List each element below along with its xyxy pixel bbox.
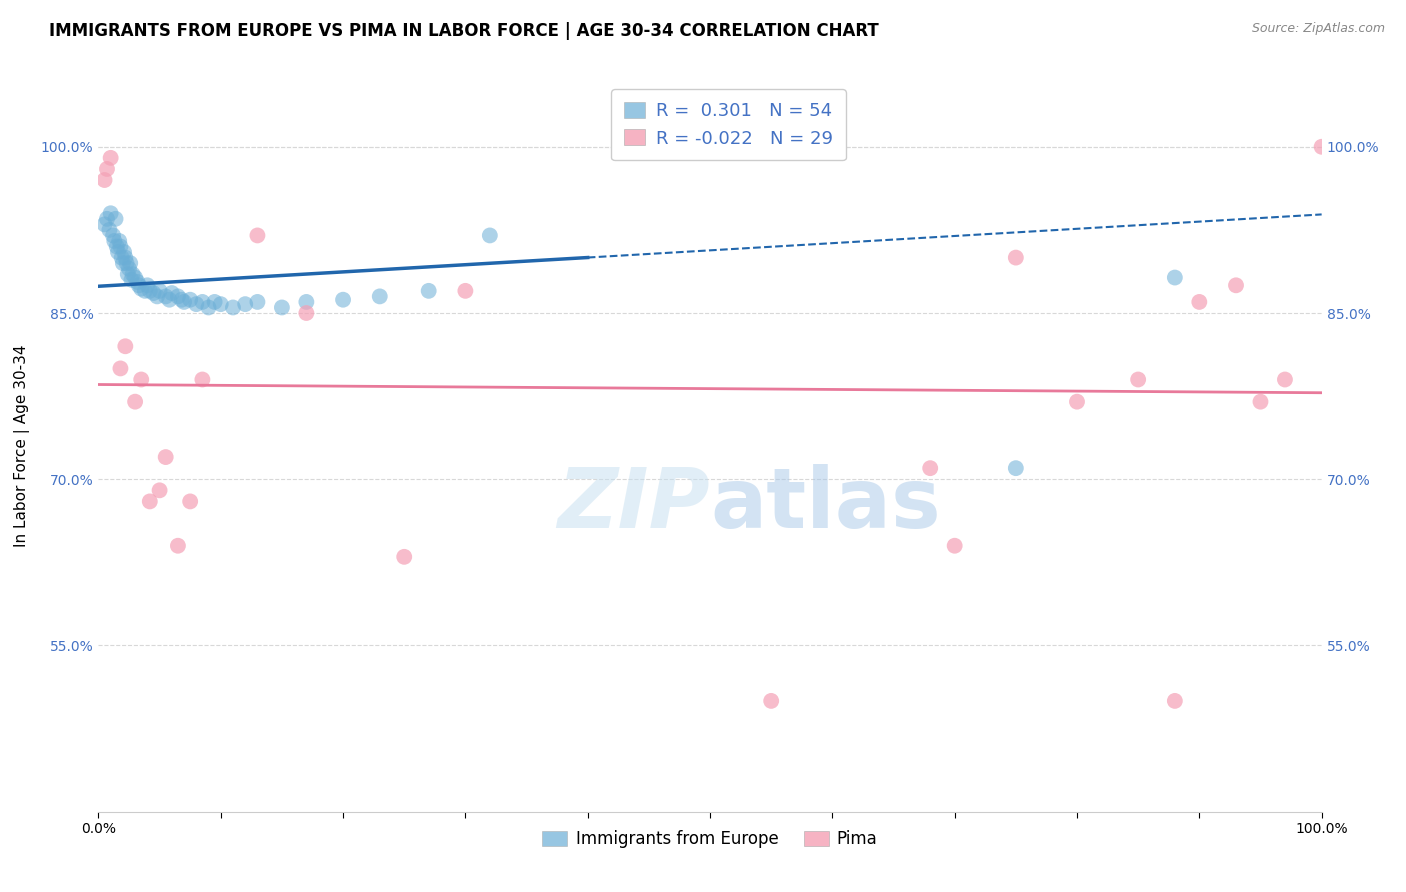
Point (246, 294, 269, 309)
Point (170, 293, 193, 307)
Point (1066, 394, 1088, 409)
Point (114, 251, 136, 265)
Point (1128, 372, 1150, 386)
Point (392, 549, 416, 564)
Legend: Immigrants from Europe, Pima: Immigrants from Europe, Pima (536, 823, 884, 855)
Point (110, 361, 132, 376)
Point (108, 234, 131, 248)
Point (124, 270, 146, 285)
Point (139, 494, 162, 508)
Point (146, 289, 169, 303)
Text: atlas: atlas (710, 464, 941, 545)
Point (191, 372, 214, 386)
Point (209, 297, 232, 311)
Point (1225, 278, 1247, 293)
Point (173, 294, 195, 309)
Point (179, 494, 201, 508)
Point (142, 286, 165, 301)
Point (191, 294, 214, 309)
Point (157, 293, 180, 307)
Point (96, 211, 118, 226)
Point (107, 245, 129, 260)
Point (454, 284, 477, 298)
Point (98, 223, 121, 237)
Point (332, 293, 354, 307)
Point (1274, 372, 1296, 386)
Point (155, 450, 177, 464)
Point (204, 294, 226, 309)
Point (920, 461, 942, 475)
Point (96, 161, 118, 176)
Point (197, 301, 219, 315)
Point (167, 289, 190, 303)
Point (111, 251, 134, 265)
Point (105, 239, 128, 253)
Point (120, 256, 142, 270)
Point (1004, 461, 1026, 475)
Point (134, 284, 156, 298)
Point (110, 239, 132, 253)
Point (93, 173, 115, 187)
Point (124, 394, 146, 409)
Point (160, 286, 183, 301)
Point (270, 301, 294, 315)
Point (1164, 270, 1187, 285)
Point (120, 273, 142, 287)
Point (761, 694, 783, 708)
Text: IMMIGRANTS FROM EUROPE VS PIMA IN LABOR FORCE | AGE 30-34 CORRELATION CHART: IMMIGRANTS FROM EUROPE VS PIMA IN LABOR … (49, 22, 879, 40)
Point (103, 234, 125, 248)
Y-axis label: In Labor Force | Age 30-34: In Labor Force | Age 30-34 (14, 344, 30, 548)
Point (121, 267, 143, 281)
Point (295, 294, 318, 309)
Point (114, 339, 136, 353)
Point (295, 306, 318, 320)
Point (118, 261, 141, 276)
Point (111, 256, 134, 270)
Point (233, 297, 256, 311)
Point (129, 372, 152, 386)
Point (136, 278, 159, 293)
Point (127, 275, 149, 289)
Point (478, 228, 501, 243)
Point (149, 284, 172, 298)
Point (155, 289, 177, 303)
Point (368, 289, 391, 303)
Point (128, 278, 150, 293)
Point (115, 256, 138, 270)
Point (1164, 694, 1187, 708)
Point (117, 267, 139, 281)
Point (139, 284, 162, 298)
Text: ZIP: ZIP (557, 464, 710, 545)
Text: Source: ZipAtlas.com: Source: ZipAtlas.com (1251, 22, 1385, 36)
Point (100, 206, 122, 220)
Point (943, 539, 966, 553)
Point (179, 293, 201, 307)
Point (112, 245, 135, 260)
Point (104, 211, 127, 226)
Point (100, 151, 122, 165)
Point (1249, 394, 1271, 409)
Point (101, 228, 124, 243)
Point (167, 539, 190, 553)
Point (129, 282, 152, 296)
Point (186, 297, 208, 311)
Point (149, 483, 172, 498)
Point (93, 218, 115, 232)
Point (418, 284, 440, 298)
Point (222, 301, 245, 315)
Point (1004, 251, 1026, 265)
Point (1310, 140, 1333, 154)
Point (246, 228, 269, 243)
Point (1188, 294, 1211, 309)
